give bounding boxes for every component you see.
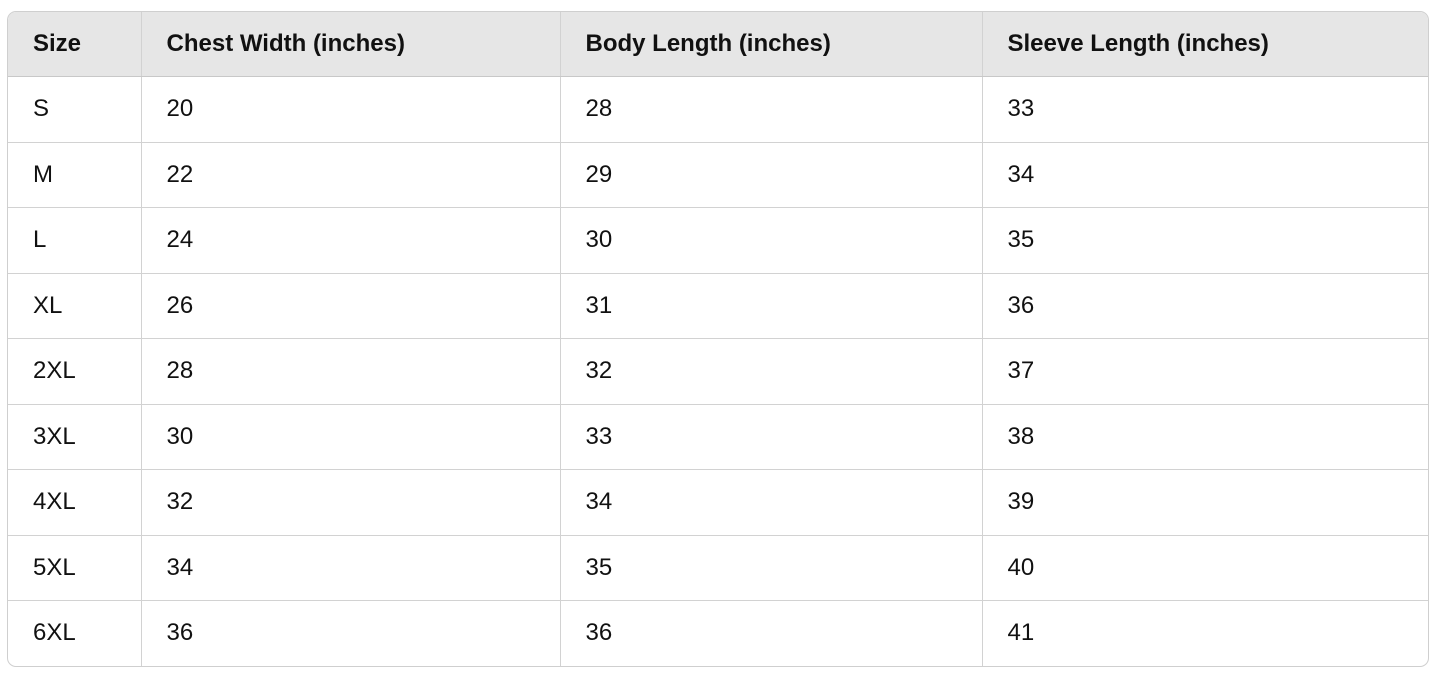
table-cell: 34 — [141, 535, 561, 601]
table-row: 6XL 36 36 41 — [8, 600, 1428, 666]
table-cell: 38 — [982, 404, 1428, 470]
table-cell: 2XL — [8, 338, 142, 405]
table-cell: 35 — [560, 535, 983, 601]
table-row: S 20 28 33 — [8, 76, 1428, 143]
table-cell: 31 — [560, 273, 983, 339]
table-cell: 30 — [560, 207, 983, 274]
table-cell: 4XL — [8, 469, 142, 536]
table-cell: 37 — [982, 338, 1428, 405]
table-cell: 28 — [141, 338, 561, 405]
table-cell: 41 — [1007, 619, 1035, 647]
table-cell: 29 — [560, 142, 983, 208]
table-cell: M — [8, 142, 142, 208]
table-row: 3XL 30 33 38 — [8, 404, 1428, 470]
table-cell: L — [8, 207, 142, 274]
table-cell: 32 — [141, 469, 561, 536]
table-row: 4XL 32 34 39 — [8, 469, 1428, 536]
table-row: 2XL 28 32 37 — [8, 338, 1428, 405]
table-row: 5XL 34 35 40 — [8, 535, 1428, 601]
table-cell: 28 — [560, 76, 983, 143]
table-cell: S — [8, 76, 142, 143]
table-cell: 22 — [141, 142, 561, 208]
table-cell: 5XL — [8, 535, 142, 601]
table-row: XL 26 31 36 — [8, 273, 1428, 339]
table-cell: 35 — [982, 207, 1428, 274]
table-cell: 34 — [560, 469, 983, 536]
table-cell: 33 — [982, 76, 1428, 143]
column-header: Chest Width (inches) — [141, 12, 561, 77]
table-cell: XL — [8, 273, 142, 339]
table-header-row: Size Chest Width (inches) Body Length (inc… — [8, 12, 1428, 77]
table-row: L 24 30 35 — [8, 207, 1428, 274]
table-cell: 30 — [141, 404, 561, 470]
column-header: Sleeve Length (inches) — [982, 12, 1428, 77]
column-header: Size — [8, 12, 142, 77]
column-header: Body Length (inches) — [560, 12, 983, 77]
size-chart-table: Size Chest Width (inches) Body Length (inc… — [8, 12, 1428, 666]
table-cell: 20 — [141, 76, 561, 143]
table-cell: 36 — [560, 600, 983, 666]
table-cell: 39 — [982, 469, 1428, 536]
table-cell: 26 — [141, 273, 561, 339]
size-chart-table-container: Size Chest Width (inches) Body Length (inc… — [7, 11, 1429, 667]
table-cell: 36 — [141, 600, 561, 666]
table-cell: 34 — [982, 142, 1428, 208]
table-cell: 36 — [982, 273, 1428, 339]
table-cell: 40 — [982, 535, 1428, 601]
table-cell: 32 — [560, 338, 983, 405]
table-cell: 6XL — [8, 600, 142, 666]
table-cell: 24 — [141, 207, 561, 274]
table-cell: 3XL — [8, 404, 142, 470]
table-row: M 22 29 34 — [8, 142, 1428, 208]
table-cell: 33 — [560, 404, 983, 470]
